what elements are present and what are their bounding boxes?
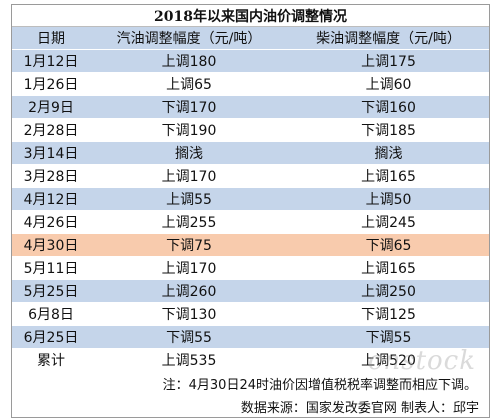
row-gasoline: 下调130 — [90, 302, 288, 326]
row-diesel: 上调165 — [288, 164, 489, 188]
table-row: 4月26日 上调255 上调245 — [12, 210, 489, 234]
total-gasoline: 上调535 — [90, 348, 288, 372]
row-date: 5月25日 — [12, 279, 90, 303]
row-diesel: 上调60 — [288, 72, 489, 96]
table-note: 注：4月30日24时油价因增值税税率调整而相应下调。 — [12, 371, 489, 395]
row-date: 4月30日 — [12, 233, 90, 257]
row-date: 1月26日 — [12, 72, 90, 96]
table-row: 5月11日 上调170 上调165 — [12, 256, 489, 280]
row-date: 3月28日 — [12, 164, 90, 188]
row-diesel: 上调165 — [288, 256, 489, 280]
table-row: 1月26日 上调65 上调60 — [12, 72, 489, 96]
table-row: 3月28日 上调170 上调165 — [12, 164, 489, 188]
row-diesel: 下调65 — [288, 233, 489, 257]
table-row: 4月12日 上调55 上调50 — [12, 187, 489, 211]
table-row: 3月14日 搁浅 搁浅 — [12, 141, 489, 165]
row-diesel: 下调55 — [288, 325, 489, 349]
row-date: 4月12日 — [12, 187, 90, 211]
table-row: 5月25日 上调260 上调250 — [12, 279, 489, 303]
note-row: 注：4月30日24时油价因增值税税率调整而相应下调。 — [12, 371, 489, 395]
row-gasoline: 上调170 — [90, 164, 288, 188]
row-gasoline: 上调55 — [90, 187, 288, 211]
table-body: 1月12日 上调180 上调175 1月26日 上调65 上调60 2月9日 下调170 下调1… — [12, 49, 489, 349]
table-row: 6月8日 下调130 下调125 — [12, 302, 489, 326]
row-diesel: 下调125 — [288, 302, 489, 326]
header-gasoline: 汽油调整幅度（元/吨） — [90, 26, 288, 50]
row-gasoline: 下调75 — [90, 233, 288, 257]
table-row: 1月12日 上调180 上调175 — [12, 49, 489, 73]
row-gasoline: 上调260 — [90, 279, 288, 303]
row-diesel: 上调50 — [288, 187, 489, 211]
row-gasoline: 下调170 — [90, 95, 288, 119]
table-row: 2月9日 下调170 下调160 — [12, 95, 489, 119]
row-diesel: 下调185 — [288, 118, 489, 142]
row-date: 6月25日 — [12, 325, 90, 349]
row-date: 2月28日 — [12, 118, 90, 142]
row-gasoline: 上调170 — [90, 256, 288, 280]
total-row: 累计 上调535 上调520 — [12, 348, 489, 372]
row-date: 6月8日 — [12, 302, 90, 326]
row-diesel: 搁浅 — [288, 141, 489, 165]
table-frame: 2018年以来国内油价调整情况 日期 汽油调整幅度（元/吨） 柴油调整幅度（元/… — [11, 4, 490, 418]
row-date: 2月9日 — [12, 95, 90, 119]
header-diesel: 柴油调整幅度（元/吨） — [288, 26, 489, 50]
row-diesel: 上调175 — [288, 49, 489, 73]
table-title: 2018年以来国内油价调整情况 — [12, 5, 489, 27]
oil-price-table: 2018年以来国内油价调整情况 日期 汽油调整幅度（元/吨） 柴油调整幅度（元/… — [12, 5, 489, 417]
table-row: 4月30日 下调75 下调65 — [12, 233, 489, 257]
row-diesel: 上调245 — [288, 210, 489, 234]
row-date: 1月12日 — [12, 49, 90, 73]
row-gasoline: 上调65 — [90, 72, 288, 96]
total-diesel: 上调520 — [288, 348, 489, 372]
row-diesel: 上调250 — [288, 279, 489, 303]
row-gasoline: 上调255 — [90, 210, 288, 234]
row-date: 4月26日 — [12, 210, 90, 234]
table-row: 2月28日 下调190 下调185 — [12, 118, 489, 142]
row-gasoline: 下调190 — [90, 118, 288, 142]
table-row: 6月25日 下调55 下调55 — [12, 325, 489, 349]
data-source: 数据来源：国家发改委官网 制表人：邱宇 — [12, 395, 489, 417]
total-label: 累计 — [12, 348, 90, 372]
row-date: 3月14日 — [12, 141, 90, 165]
row-date: 5月11日 — [12, 256, 90, 280]
row-gasoline: 上调180 — [90, 49, 288, 73]
header-date: 日期 — [12, 26, 90, 50]
row-gasoline: 搁浅 — [90, 141, 288, 165]
row-gasoline: 下调55 — [90, 325, 288, 349]
row-diesel: 下调160 — [288, 95, 489, 119]
source-row: 数据来源：国家发改委官网 制表人：邱宇 — [12, 395, 489, 417]
header-row: 日期 汽油调整幅度（元/吨） 柴油调整幅度（元/吨） — [12, 26, 489, 50]
